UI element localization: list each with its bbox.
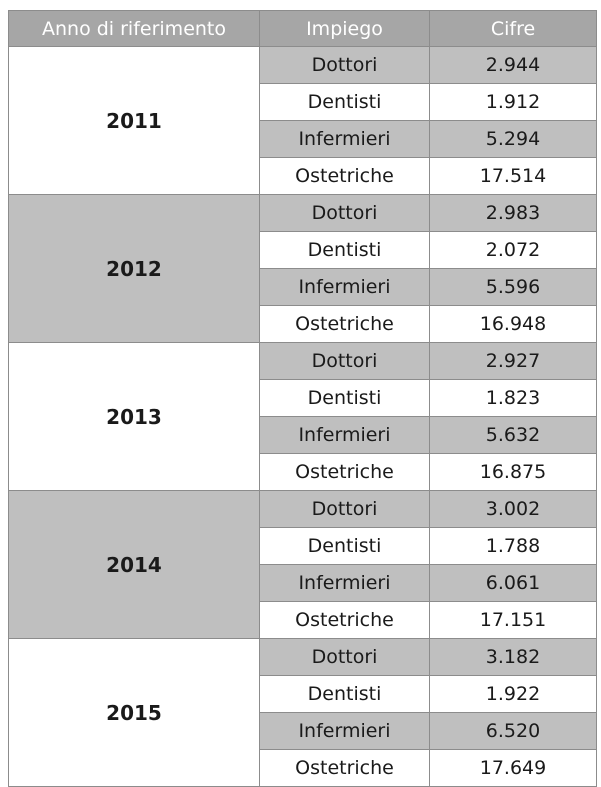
- job-cell: Dentisti: [259, 83, 430, 121]
- value-cell: 1.823: [429, 379, 597, 417]
- table-row: Dentisti 1.823: [9, 379, 597, 417]
- table-row: Dentisti 1.788: [9, 527, 597, 565]
- value-cell: 5.632: [429, 416, 597, 454]
- table-body: 2011 Dottori 2.944 Dentisti 1.912 Infermieri 5…: [8, 46, 597, 787]
- job-cell: Infermieri: [259, 268, 430, 306]
- job-cell: Dentisti: [259, 527, 430, 565]
- table-row: 2011 Dottori 2.944: [8, 46, 597, 195]
- value-cell: 2.072: [429, 231, 597, 269]
- job-cell: Infermieri: [259, 712, 430, 750]
- job-cell: Dottori: [259, 638, 430, 676]
- job-cell: Dentisti: [259, 231, 430, 269]
- table-row: 2012 Dottori 2.983: [8, 194, 597, 343]
- table-row: Infermieri 5.632: [9, 416, 597, 454]
- job-cell: Ostetriche: [259, 453, 430, 491]
- value-cell: 16.948: [429, 305, 597, 343]
- value-cell: 2.983: [429, 194, 597, 232]
- value-cell: 6.520: [429, 712, 597, 750]
- job-cell: Dottori: [259, 342, 430, 380]
- table-row: 2015 Dottori 3.182: [8, 638, 597, 787]
- job-cell: Dentisti: [259, 675, 430, 713]
- value-cell: 1.912: [429, 83, 597, 121]
- table-row: Dentisti 1.912: [9, 83, 597, 121]
- table-row: 2013 Dottori 2.927: [8, 342, 597, 491]
- value-cell: 2.944: [429, 46, 597, 84]
- job-cell: Ostetriche: [259, 601, 430, 639]
- data-table: Anno di riferimento Impiego Cifre 2011 Do…: [8, 10, 597, 787]
- header-year: Anno di riferimento: [8, 10, 260, 47]
- table-row: Ostetriche 17.151: [9, 601, 597, 639]
- value-cell: 1.922: [429, 675, 597, 713]
- year-cell: 2014: [8, 490, 260, 639]
- value-cell: 3.182: [429, 638, 597, 676]
- value-cell: 17.151: [429, 601, 597, 639]
- table-row: Ostetriche 16.875: [9, 453, 597, 491]
- value-cell: 5.596: [429, 268, 597, 306]
- header-figures: Cifre: [429, 10, 597, 47]
- value-cell: 6.061: [429, 564, 597, 602]
- table-header: Anno di riferimento Impiego Cifre: [8, 10, 597, 47]
- job-cell: Ostetriche: [259, 157, 430, 195]
- year-cell: 2011: [8, 46, 260, 195]
- job-cell: Dottori: [259, 194, 430, 232]
- table-row: Dentisti 2.072: [9, 231, 597, 269]
- job-cell: Dentisti: [259, 379, 430, 417]
- job-cell: Ostetriche: [259, 305, 430, 343]
- value-cell: 5.294: [429, 120, 597, 158]
- value-cell: 17.514: [429, 157, 597, 195]
- value-cell: 2.927: [429, 342, 597, 380]
- job-cell: Ostetriche: [259, 749, 430, 787]
- header-job: Impiego: [259, 10, 430, 47]
- value-cell: 17.649: [429, 749, 597, 787]
- job-cell: Dottori: [259, 46, 430, 84]
- table-row: Infermieri 6.520: [9, 712, 597, 750]
- header-row: Anno di riferimento Impiego Cifre: [8, 10, 597, 47]
- table-row: 2014 Dottori 3.002: [8, 490, 597, 639]
- value-cell: 16.875: [429, 453, 597, 491]
- year-cell: 2012: [8, 194, 260, 343]
- job-cell: Infermieri: [259, 120, 430, 158]
- table-row: Ostetriche 16.948: [9, 305, 597, 343]
- table-row: Ostetriche 17.514: [9, 157, 597, 195]
- year-cell: 2015: [8, 638, 260, 787]
- table-row: Infermieri 5.596: [9, 268, 597, 306]
- table-row: Dentisti 1.922: [9, 675, 597, 713]
- job-cell: Dottori: [259, 490, 430, 528]
- value-cell: 1.788: [429, 527, 597, 565]
- table-row: Ostetriche 17.649: [9, 749, 597, 787]
- job-cell: Infermieri: [259, 416, 430, 454]
- year-cell: 2013: [8, 342, 260, 491]
- value-cell: 3.002: [429, 490, 597, 528]
- table-row: Infermieri 5.294: [9, 120, 597, 158]
- table-row: Infermieri 6.061: [9, 564, 597, 602]
- job-cell: Infermieri: [259, 564, 430, 602]
